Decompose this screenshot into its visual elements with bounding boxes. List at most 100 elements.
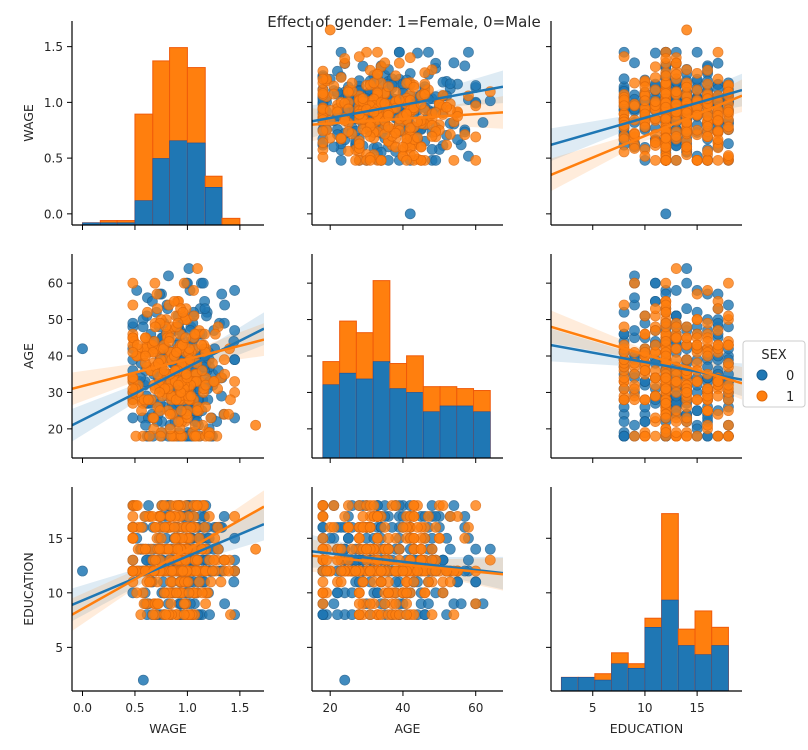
scatter-point-sex1 [190,430,202,442]
scatter-point-sex1 [401,587,412,599]
scatter-point-sex1 [169,532,181,544]
scatter-point-sex1 [223,408,235,420]
scatter-point-sex1 [127,277,139,289]
scatter-point-sex1 [317,532,329,544]
scatter-point-sex1 [618,51,630,63]
scatter-point-sex1 [361,126,372,138]
x-tick-label: 40 [395,701,410,715]
scatter-point-sex1 [430,521,442,533]
scatter-point-sex0 [218,511,230,522]
y-tick-label: 10 [48,586,63,600]
y-tick-label: 30 [48,386,63,400]
scatter-point-sex1 [328,521,340,533]
hist-bar-sex1 [221,217,241,226]
scatter-point-sex1 [178,598,190,610]
scatter-point-sex0 [444,78,456,90]
scatter-point-sex0 [426,144,438,155]
scatter-point-sex1 [139,543,151,555]
scatter-point-sex0 [470,543,482,555]
scatter-point-sex1 [144,430,155,442]
scatter-point-sex0 [618,430,630,442]
scatter-point-sex0 [143,500,154,511]
scatter-point-sex1 [379,521,391,533]
scatter-point-sex1 [159,500,170,511]
scatter-point-sex1 [159,521,171,533]
scatter-point-sex0 [404,208,416,220]
scatter-point-sex1 [660,70,672,82]
scatter-point-sex1 [192,263,203,274]
scatter-point-sex1 [196,339,208,351]
hist-bar-sex0 [711,645,729,692]
scatter-point-sex0 [691,405,703,417]
scatter-point-sex0 [393,46,405,58]
scatter-point-sex1 [397,565,409,577]
scatter-point-sex1 [437,500,449,511]
scatter-point-sex1 [702,285,713,296]
scatter-point-sex0 [448,500,460,511]
scatter-point-sex1 [681,321,693,333]
hist-bar-sex0 [152,158,170,226]
scatter-point-sex1 [470,500,482,511]
scatter-point-sex1 [649,325,661,336]
scatter-point-sex1 [364,565,376,577]
regression-line-sex1 [312,554,503,576]
scatter-point-sex1 [691,124,703,136]
scatter-point-sex1 [702,145,713,157]
scatter-point-sex1 [350,154,362,166]
scatter-point-sex1 [154,405,166,417]
scatter-point-sex1 [681,81,693,93]
scatter-point-sex1 [629,277,640,289]
panel-plot-area [72,490,264,686]
scatter-point-sex1 [670,321,682,333]
scatter-point-sex1 [681,412,693,424]
scatter-point-sex1 [639,121,651,133]
scatter-point-sex0 [618,416,630,427]
scatter-point-sex1 [339,53,351,64]
scatter-point-sex1 [390,598,402,610]
scatter-point-sex0 [163,270,174,282]
scatter-point-sex1 [723,277,734,289]
scatter-point-sex0 [681,277,693,289]
scatter-point-sex0 [127,317,139,329]
scatter-point-sex1 [127,346,139,358]
scatter-point-sex1 [702,383,713,395]
scatter-point-sex1 [670,154,682,166]
scatter-point-sex1 [177,306,189,318]
scatter-point-sex1 [712,115,724,126]
scatter-point-sex1 [393,543,405,555]
panel-plot-area [551,24,742,220]
scatter-point-sex1 [225,609,236,621]
scatter-point-sex1 [199,521,210,533]
legend-label-1: 1 [786,390,794,405]
scatter-point-sex1 [375,154,387,166]
scatter-point-sex1 [250,543,262,555]
scatter-point-sex1 [382,587,394,599]
x-tick-label: 1.0 [178,701,197,715]
scatter-point-sex1 [618,146,630,158]
scatter-point-sex1 [681,430,693,442]
y-tick-label: 20 [48,422,63,436]
legend-marker-1 [756,390,768,402]
y-tick-label: 1.0 [44,96,63,110]
scatter-point-sex1 [364,154,376,166]
scatter-point-sex0 [455,598,467,610]
scatter-point-sex1 [670,343,682,355]
scatter-point-sex1 [681,387,693,398]
scatter-point-sex0 [444,543,456,555]
scatter-point-sex1 [390,70,402,82]
scatter-point-sex0 [137,674,149,686]
scatter-point-sex0 [219,299,231,311]
scatter-point-sex1 [649,96,661,107]
scatter-point-sex1 [412,132,423,144]
scatter-point-sex1 [702,350,713,362]
scatter-point-sex1 [342,126,354,137]
scatter-point-sex1 [639,365,651,376]
scatter-point-sex1 [151,288,163,300]
scatter-point-sex1 [639,394,651,406]
scatter-point-sex1 [164,511,176,522]
scatter-point-sex1 [639,430,651,442]
scatter-point-sex1 [691,376,703,387]
scatter-point-sex1 [660,427,672,438]
scatter-point-sex0 [77,565,88,577]
scatter-point-sex1 [459,129,471,141]
